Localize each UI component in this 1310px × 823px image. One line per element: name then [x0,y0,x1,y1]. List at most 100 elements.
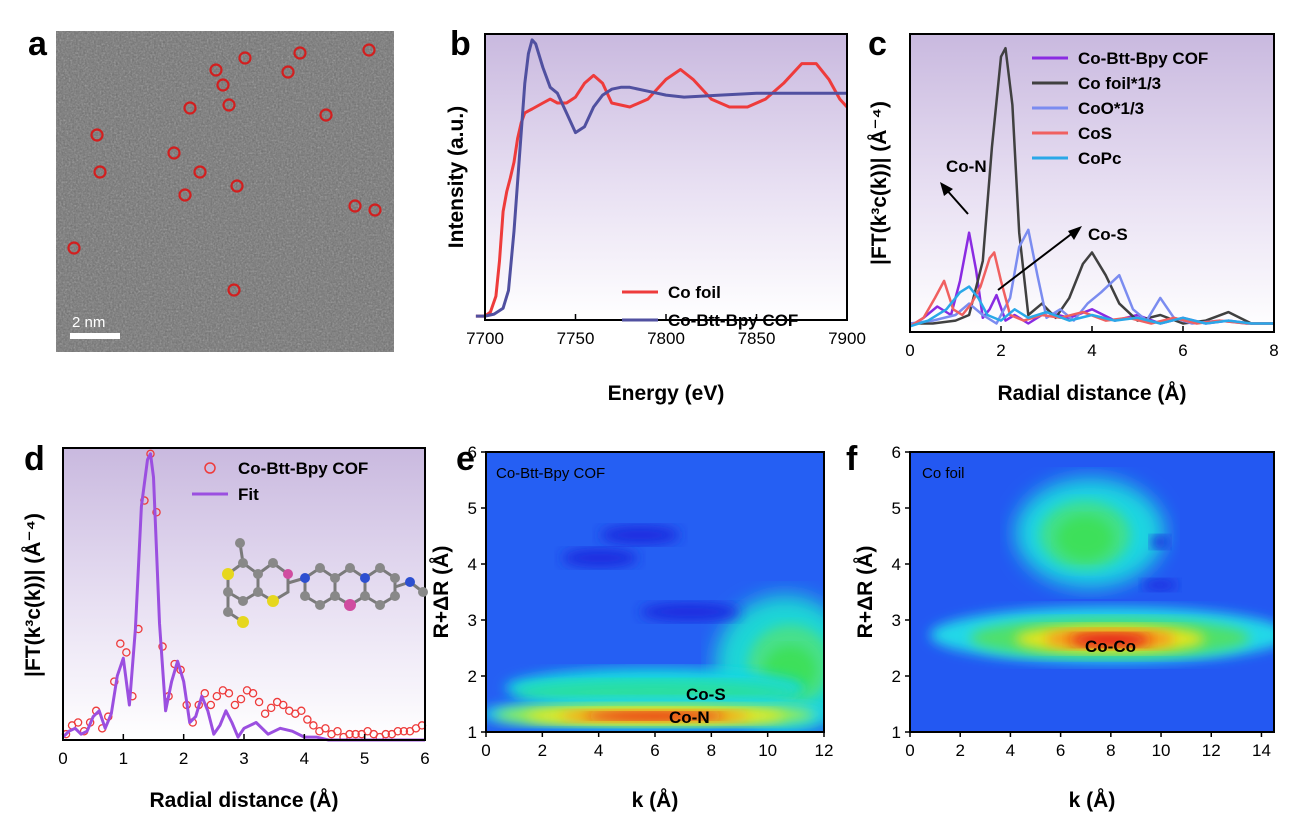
x-tick-label: 6 [420,749,429,768]
y-axis-label-c: |FT(k³c(k))| (Å⁻⁴) [867,101,891,265]
data-point [122,648,131,657]
atom-marker [319,108,333,122]
data-point [309,721,318,730]
heatmap-f-title: Co foil [922,465,965,482]
data-point [333,726,342,736]
ticks-b: 7700 7750 7800 7850 7900 [466,314,866,348]
data-point [224,689,234,698]
x-tick-label: 12 [1202,741,1221,760]
atom-marker [281,65,295,79]
data-point [345,729,354,739]
panel-b: b 7700 7750 7800 7850 7900 Energy (eV) Inten… [445,25,866,405]
legend-swatch [204,462,216,474]
data-point [266,703,276,713]
legend-label: Co foil [668,283,721,302]
plot-d-series [61,449,427,742]
y-tick-label: 6 [892,443,901,462]
y-tick-label: 4 [892,555,901,574]
atom-marker [238,51,252,65]
x-tick-label: 10 [758,741,777,760]
plot-area-c [910,34,1274,332]
legend-label: Co-Btt-Bpy COF [1078,49,1208,68]
legend-label: Co foil*1/3 [1078,74,1161,93]
y-tick-label: 5 [468,499,477,518]
annotation-co-s: Co-S [1088,225,1128,244]
legend-label: Co-Btt-Bpy COF [668,311,798,330]
x-axis-label-e: k (Å) [632,788,679,812]
data-point [321,724,330,733]
atom-marker [178,188,192,202]
panel-label-e: e [456,440,475,478]
x-axis-label-d: Radial distance (Å) [149,788,338,812]
x-tick-label: 14 [1252,741,1271,760]
x-tick-label: 8 [1106,741,1115,760]
y-axis-label-b: Intensity (a.u.) [445,106,468,248]
atom-marker [90,128,104,142]
series-line-2 [475,38,847,318]
x-tick-label: 7700 [466,329,504,348]
legend-label: Fit [238,485,259,504]
x-tick-label: 7800 [647,329,685,348]
x-tick-label: 2 [538,741,547,760]
axes-frame-f [909,451,1275,733]
data-point [116,639,125,648]
annotation-f-co-co: Co-Co [1085,637,1136,656]
x-tick-label: 7750 [557,329,595,348]
data-point [248,689,258,698]
x-tick-label: 4 [1006,741,1015,760]
panel-label-b: b [450,25,471,63]
arrow-co-s [997,231,1075,291]
x-tick-label: 5 [360,749,369,768]
haadf-image [56,31,394,352]
y-tick-label: 3 [892,611,901,630]
scale-bar-label: 2 nm [72,314,105,331]
molecular-atoms [222,538,428,628]
arrowhead-co-s-icon [1068,226,1082,240]
x-tick-label: 12 [815,741,834,760]
panel-c: c 0 2 4 6 8 Radial distance (Å) |FT(k³c(k))|… [867,25,1279,405]
x-tick-label: 0 [905,341,914,360]
legend-c: Co-Btt-Bpy COF Co foil*1/3 CoO*1/3 CoS CoPc [1032,49,1208,168]
data-point [212,691,222,701]
x-axis-label-f: k (Å) [1069,788,1116,812]
y-tick-label: 5 [892,499,901,518]
x-tick-label: 3 [239,749,248,768]
atom-marker [193,165,207,179]
atom-marker [227,283,241,297]
annotation-co-n: Co-N [946,157,987,176]
data-point [254,697,264,707]
ticks-c: 0 2 4 6 8 [905,326,1279,360]
x-tick-label: 7900 [828,329,866,348]
panel-a: a 2 nm [28,25,394,352]
data-point [351,729,360,739]
atom-marker [293,46,307,60]
x-tick-label: 8 [707,741,716,760]
atom-marker [348,199,362,213]
arrowhead-co-n-icon [940,182,953,196]
y-tick-label: 6 [468,443,477,462]
series-line-2 [61,452,425,742]
ticks-d: 0 1 2 3 4 5 6 [58,734,430,768]
atom-marker [362,43,376,57]
legend-label: CoPc [1078,149,1121,168]
heatmap-e-title: Co-Btt-Bpy COF [496,465,605,482]
data-point [278,700,288,710]
y-tick-label: 3 [468,611,477,630]
data-point [260,709,270,718]
data-point [200,689,210,698]
atom-marker [209,63,223,77]
data-point [230,700,240,710]
panel-label-f: f [846,440,858,478]
panel-label-d: d [24,440,45,478]
y-tick-label: 2 [468,667,477,686]
annotation-e-co-n: Co-N [669,708,710,727]
x-tick-label: 8 [1269,341,1278,360]
arrow-co-n [944,187,969,215]
atom-marker [216,78,230,92]
y-axis-label-d: |FT(k³c(k))| (Å⁻⁴) [21,513,45,677]
single-atom-markers [67,43,382,297]
series-line-1 [475,62,849,318]
atom-marker [230,179,244,193]
